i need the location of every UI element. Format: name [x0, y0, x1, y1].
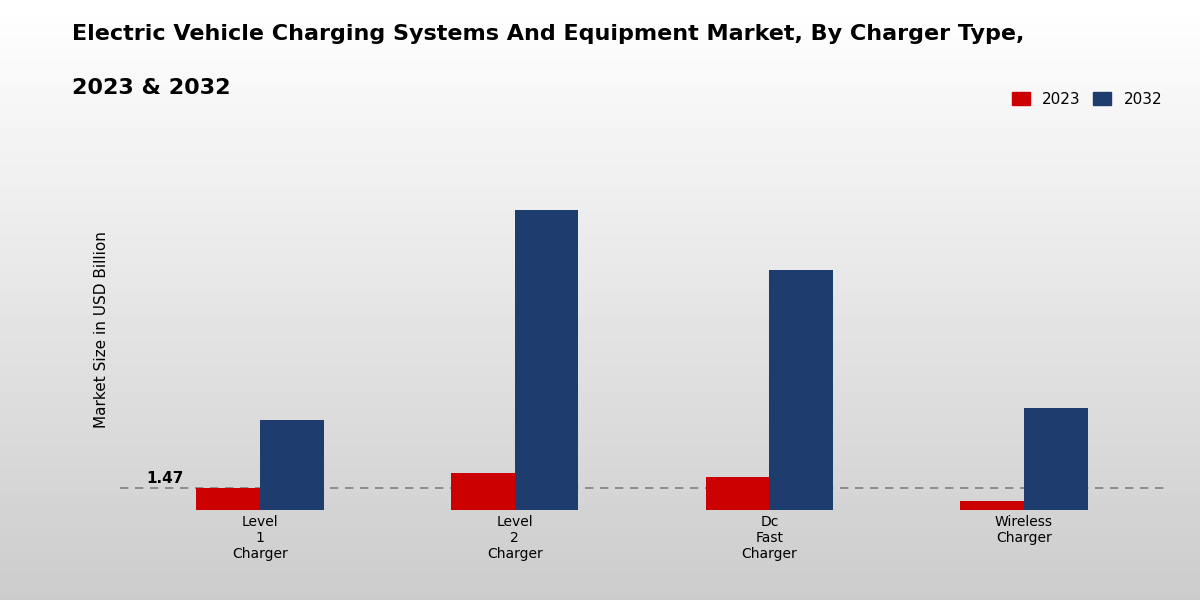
Bar [960, 501, 1024, 510]
Bar [515, 210, 578, 510]
Bar [451, 473, 515, 510]
Text: Electric Vehicle Charging Systems And Equipment Market, By Charger Type,: Electric Vehicle Charging Systems And Eq… [72, 24, 1025, 44]
Bar [260, 420, 324, 510]
Text: 1.47: 1.47 [146, 470, 184, 486]
Legend: 2023, 2032: 2023, 2032 [1006, 86, 1169, 113]
Text: 2023 & 2032: 2023 & 2032 [72, 78, 230, 98]
Bar [769, 270, 833, 510]
Bar [706, 477, 769, 510]
Y-axis label: Market Size in USD Billion: Market Size in USD Billion [94, 232, 109, 428]
Bar [197, 488, 260, 510]
Bar [1024, 408, 1087, 510]
